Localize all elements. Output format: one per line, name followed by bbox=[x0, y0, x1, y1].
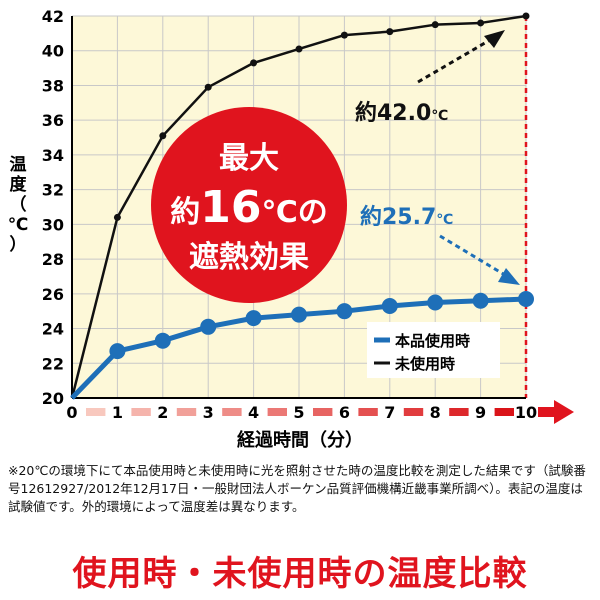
footnote: ※20℃の環境下にて本品使用時と未使用時に光を照射させた時の温度比較を測定した結… bbox=[8, 463, 586, 514]
y-tick-label: 30 bbox=[42, 215, 64, 234]
gradient-segment bbox=[131, 408, 151, 416]
y-tick-labels: 20 22 24 26 28 30 32 34 36 38 40 42 bbox=[42, 7, 64, 408]
data-point-unused bbox=[159, 132, 167, 140]
x-tick-label: 6 bbox=[339, 403, 350, 422]
gradient-segment bbox=[313, 408, 333, 416]
legend-label-unused: 未使用時 bbox=[394, 355, 455, 373]
x-tick-label: 3 bbox=[203, 403, 214, 422]
gradient-segment bbox=[86, 408, 106, 416]
gradient-segment bbox=[403, 408, 424, 416]
unused-arrow-head bbox=[484, 30, 505, 48]
badge-circle bbox=[151, 107, 347, 303]
y-tick-label: 36 bbox=[42, 111, 64, 130]
data-point-unused bbox=[477, 19, 485, 27]
page-title: 使用時・未使用時の温度比較 bbox=[72, 554, 528, 594]
x-tick-label: 5 bbox=[293, 403, 304, 422]
data-point-used bbox=[200, 318, 217, 335]
gradient-arrow-shaft bbox=[538, 407, 556, 417]
y-tick-label: 20 bbox=[42, 389, 64, 408]
data-point-used bbox=[427, 294, 444, 311]
data-point-unused bbox=[386, 28, 394, 36]
used-arrow-head bbox=[498, 268, 520, 285]
y-tick-label: 32 bbox=[42, 181, 64, 200]
used-arrow-line bbox=[439, 234, 506, 277]
used-max-label: 約25.7℃ bbox=[360, 204, 453, 230]
badge-line-3: 遮熱効果 bbox=[189, 240, 309, 275]
y-tick-label: 24 bbox=[42, 320, 64, 339]
data-point-unused bbox=[431, 21, 439, 29]
gradient-arrow-head bbox=[554, 400, 574, 424]
annotation-used-max: 約25.7℃ bbox=[360, 204, 520, 285]
y-tick-label: 40 bbox=[42, 42, 64, 61]
x-tick-label: 2 bbox=[157, 403, 168, 422]
x-tick-label: 9 bbox=[475, 403, 486, 422]
data-point-used bbox=[381, 297, 398, 314]
gradient-segment bbox=[267, 408, 287, 416]
series-layer bbox=[70, 12, 534, 400]
y-tick-label: 26 bbox=[42, 285, 64, 304]
legend: 本品使用時 未使用時 bbox=[367, 322, 500, 378]
time-gradient-bar bbox=[86, 400, 574, 424]
data-point-unused bbox=[295, 45, 303, 53]
y-tick-label: 28 bbox=[42, 250, 64, 269]
gradient-segment bbox=[494, 408, 514, 416]
data-point-unused bbox=[204, 83, 212, 91]
max-effect-badge: 最大 約16℃の 遮熱効果 bbox=[151, 107, 347, 303]
y-tick-label: 34 bbox=[42, 146, 64, 165]
x-tick-label: 8 bbox=[430, 403, 441, 422]
unused-max-label: 約42.0℃ bbox=[355, 100, 448, 126]
data-point-used bbox=[291, 306, 307, 323]
y-tick-label: 38 bbox=[42, 76, 64, 95]
y-tick-label: 42 bbox=[42, 7, 64, 26]
gradient-segment bbox=[358, 408, 378, 416]
data-point-used bbox=[336, 303, 353, 320]
unused-arrow-line bbox=[417, 38, 491, 84]
x-tick-labels: 0 1 2 3 4 5 6 7 8 9 10 bbox=[66, 403, 537, 422]
x-tick-label: 0 bbox=[66, 403, 77, 422]
data-point-used bbox=[472, 292, 489, 309]
y-tick-label: 22 bbox=[42, 354, 64, 373]
x-tick-label: 4 bbox=[248, 403, 259, 422]
data-point-used bbox=[109, 343, 126, 360]
legend-box bbox=[367, 322, 500, 378]
data-point-used bbox=[245, 310, 262, 327]
gradient-segment bbox=[222, 408, 242, 416]
data-point-unused bbox=[113, 213, 121, 221]
badge-line-1: 最大 bbox=[219, 141, 279, 176]
y-axis-label: 温度（℃） bbox=[8, 155, 29, 255]
x-tick-label: 1 bbox=[112, 403, 123, 422]
data-point-used bbox=[154, 332, 171, 349]
x-axis-label: 経過時間（分） bbox=[237, 429, 363, 451]
annotation-unused-max: 約42.0℃ bbox=[355, 30, 505, 126]
gradient-segment bbox=[176, 408, 197, 416]
axes bbox=[71, 16, 526, 399]
x-tick-label: 10 bbox=[515, 403, 537, 422]
data-point-unused bbox=[250, 59, 258, 67]
data-point-unused bbox=[340, 31, 348, 39]
gradient-segment bbox=[449, 408, 469, 416]
badge-line-2: 約16℃の bbox=[170, 182, 328, 233]
data-point-unused bbox=[522, 12, 530, 20]
data-point-used bbox=[518, 291, 534, 308]
x-tick-label: 7 bbox=[384, 403, 395, 422]
legend-label-used: 本品使用時 bbox=[395, 332, 470, 350]
